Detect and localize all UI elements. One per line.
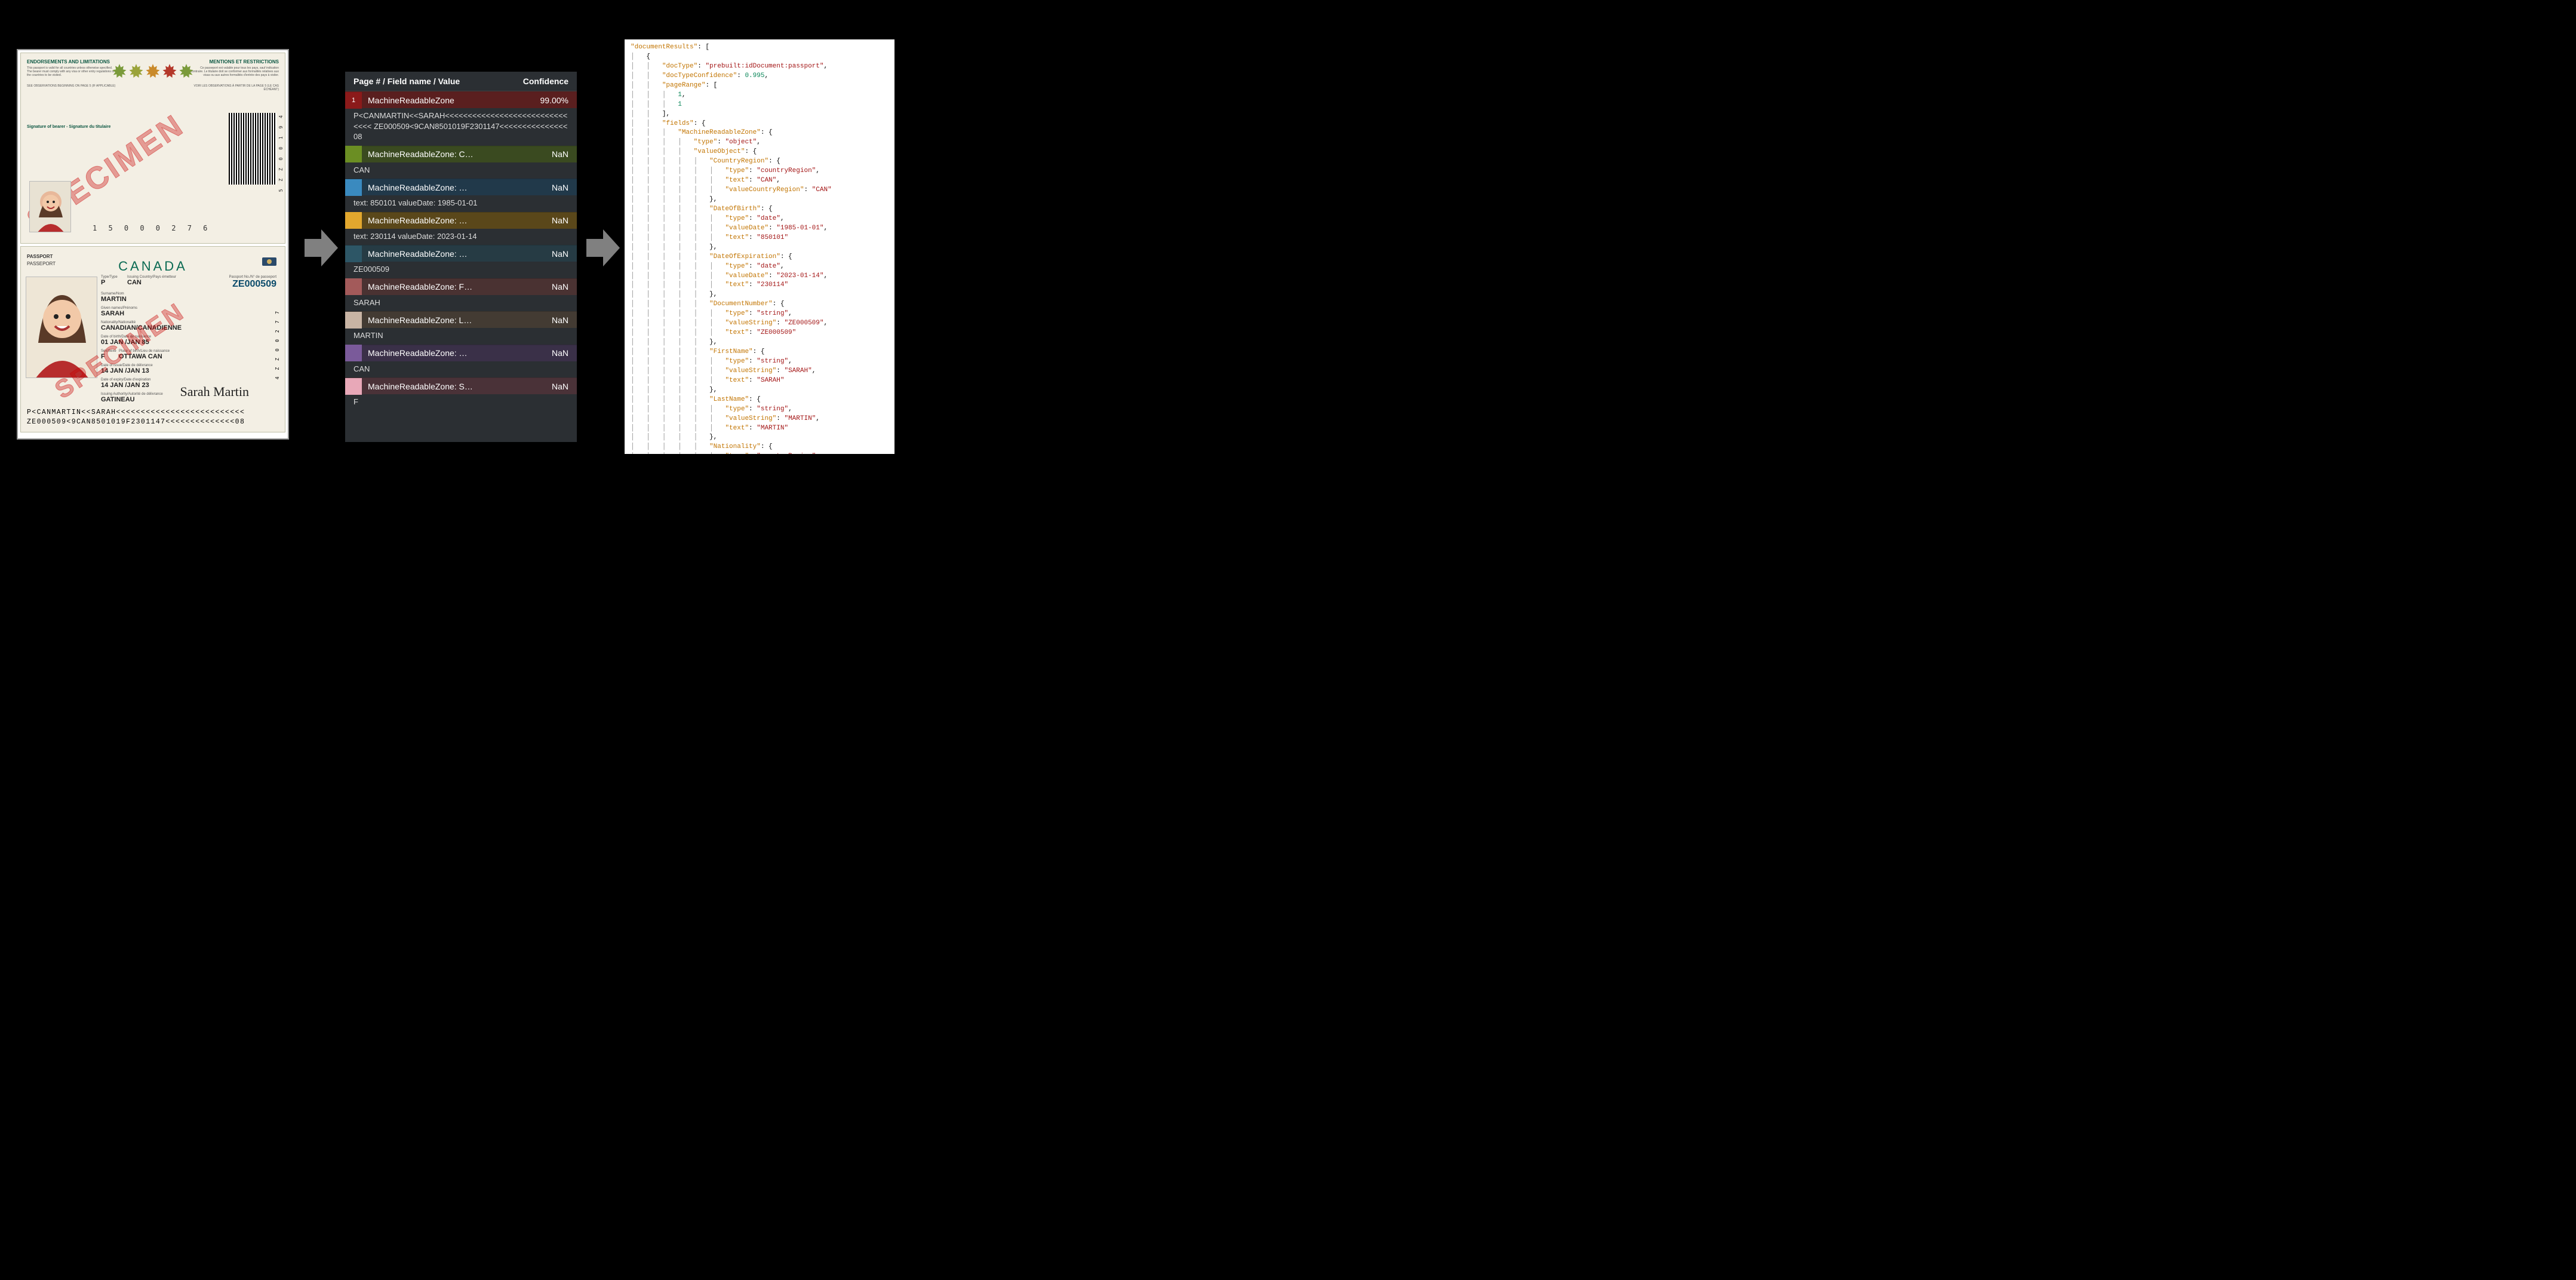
result-row[interactable]: 1MachineReadableZone99.00% xyxy=(345,91,577,108)
chip-icon xyxy=(262,257,276,266)
photo-main xyxy=(26,277,97,378)
micr-number-top: 1 5 0 0 0 2 7 6 xyxy=(93,224,211,232)
arrow-icon xyxy=(586,227,620,269)
arrow-icon xyxy=(305,227,338,269)
result-confidence: NaN xyxy=(552,382,577,391)
result-row[interactable]: MachineReadableZone: …NaN xyxy=(345,179,577,195)
field-passport-number: Passport No./N° de passeport ZE000509 xyxy=(229,275,276,290)
result-swatch xyxy=(345,212,362,229)
result-value: F xyxy=(345,394,577,411)
result-row[interactable]: MachineReadableZone: C…NaN xyxy=(345,146,577,162)
passport-page-data: PASSPORT PASSEPORT CANADA Type/Type P Is… xyxy=(20,246,285,432)
result-confidence: 99.00% xyxy=(540,96,577,105)
json-output-panel: "documentResults": [ │ { │ │ "docType": … xyxy=(625,39,894,454)
result-field-name: MachineReadableZone xyxy=(362,96,540,105)
results-body: 1MachineReadableZone99.00%P<CANMARTIN<<S… xyxy=(345,91,577,411)
result-field-name: MachineReadableZone: … xyxy=(362,249,552,259)
signature: Sarah Martin xyxy=(180,384,249,400)
result-field-name: MachineReadableZone: L… xyxy=(362,315,552,325)
result-value: ZE000509 xyxy=(345,262,577,278)
mrz-line-2: ZE000509<9CAN8501019F2301147<<<<<<<<<<<<… xyxy=(27,418,279,427)
result-confidence: NaN xyxy=(552,183,577,192)
result-row[interactable]: MachineReadableZone: S…NaN xyxy=(345,377,577,394)
passport-document: ENDORSEMENTS AND LIMITATIONS MENTIONS ET… xyxy=(17,49,289,440)
result-swatch xyxy=(345,312,362,329)
word-passport-fr: PASSEPORT xyxy=(27,261,56,266)
endorsements-fineprint-en: This passport is valid for all countries… xyxy=(27,66,116,77)
result-swatch: 1 xyxy=(345,92,362,109)
result-swatch xyxy=(345,378,362,395)
result-row[interactable]: MachineReadableZone: …NaN xyxy=(345,212,577,229)
result-row[interactable]: MachineReadableZone: L…NaN xyxy=(345,311,577,328)
mrz-zone: P<CANMARTIN<<SARAH<<<<<<<<<<<<<<<<<<<<<<… xyxy=(27,408,279,427)
result-confidence: NaN xyxy=(552,149,577,159)
country-title: CANADA xyxy=(118,259,187,274)
result-value: CAN xyxy=(345,162,577,179)
field-pob: Place of birth/Lieu de naissance OTTAWA … xyxy=(119,349,170,360)
result-field-name: MachineReadableZone: … xyxy=(362,348,552,358)
signature-label: Signature of bearer - Signature du titul… xyxy=(27,125,110,129)
maple-leaves-decoration xyxy=(111,64,195,82)
result-swatch xyxy=(345,179,362,196)
result-field-name: MachineReadableZone: S… xyxy=(362,382,552,391)
field-issue-date: Date of issue/Date de délivrance 14 JAN … xyxy=(101,364,153,375)
result-confidence: NaN xyxy=(552,249,577,259)
endorsements-title-en: ENDORSEMENTS AND LIMITATIONS xyxy=(27,59,110,65)
result-field-name: MachineReadableZone: F… xyxy=(362,282,552,291)
side-barcode-text: 4 Z Z 0 0 2 7 7 xyxy=(275,309,280,379)
barcode-text: 5 Z Z 0 0 1 9 4 xyxy=(278,113,284,192)
result-value: text: 230114 valueDate: 2023-01-14 xyxy=(345,229,577,245)
results-header: Page # / Field name / Value Confidence xyxy=(345,72,577,91)
passport-page-top: ENDORSEMENTS AND LIMITATIONS MENTIONS ET… xyxy=(20,53,285,244)
result-value: CAN xyxy=(345,361,577,378)
result-value: P<CANMARTIN<<SARAH<<<<<<<<<<<<<<<<<<<<<<… xyxy=(345,108,577,146)
word-passport-en: PASSPORT xyxy=(27,254,53,259)
result-field-name: MachineReadableZone: … xyxy=(362,183,552,192)
result-swatch xyxy=(345,245,362,262)
field-type: Type/Type P xyxy=(101,275,118,286)
results-panel: Page # / Field name / Value Confidence 1… xyxy=(345,72,577,442)
observations-fr: VOIR LES OBSERVATIONS À PARTIR DE LA PAG… xyxy=(189,84,279,91)
result-row[interactable]: MachineReadableZone: …NaN xyxy=(345,245,577,262)
field-sex: Sex/Sexe F xyxy=(101,349,116,360)
result-value: SARAH xyxy=(345,295,577,312)
barcode-icon xyxy=(229,113,276,185)
result-confidence: NaN xyxy=(552,315,577,325)
result-row[interactable]: MachineReadableZone: F…NaN xyxy=(345,278,577,295)
result-row[interactable]: MachineReadableZone: …NaN xyxy=(345,345,577,361)
result-confidence: NaN xyxy=(552,348,577,358)
results-header-left: Page # / Field name / Value xyxy=(353,76,460,86)
results-header-right: Confidence xyxy=(523,76,568,86)
endorsements-fineprint-fr: Ce passeport est valable pour tous les p… xyxy=(189,66,279,77)
result-value: text: 850101 valueDate: 1985-01-01 xyxy=(345,195,577,212)
result-swatch xyxy=(345,146,362,162)
field-dob: Date of birth/Date de naissance 01 JAN /… xyxy=(101,335,151,346)
result-swatch xyxy=(345,345,362,361)
field-authority: Issuing Authority/Autorité de délivrance… xyxy=(101,392,163,403)
result-confidence: NaN xyxy=(552,216,577,225)
field-issuing-country: Issuing Country/Pays émetteur CAN xyxy=(127,275,176,286)
result-value: MARTIN xyxy=(345,328,577,345)
field-expiry-date: Date of expiry/Date d'expiration 14 JAN … xyxy=(101,378,151,389)
observations-en: SEE OBSERVATIONS BEGINNING ON PAGE 5 (IF… xyxy=(27,84,116,88)
photo-small xyxy=(29,181,71,232)
result-field-name: MachineReadableZone: … xyxy=(362,216,552,225)
result-field-name: MachineReadableZone: C… xyxy=(362,149,552,159)
field-given-names: Given names/Prénoms SARAH xyxy=(101,306,137,317)
result-swatch xyxy=(345,278,362,295)
endorsements-title-fr: MENTIONS ET RESTRICTIONS xyxy=(210,59,279,65)
field-surname: Surname/Nom MARTIN xyxy=(101,292,127,303)
mrz-line-1: P<CANMARTIN<<SARAH<<<<<<<<<<<<<<<<<<<<<<… xyxy=(27,408,279,418)
field-nationality: Nationality/Nationalité CANADIAN/CANADIE… xyxy=(101,321,182,331)
result-confidence: NaN xyxy=(552,282,577,291)
